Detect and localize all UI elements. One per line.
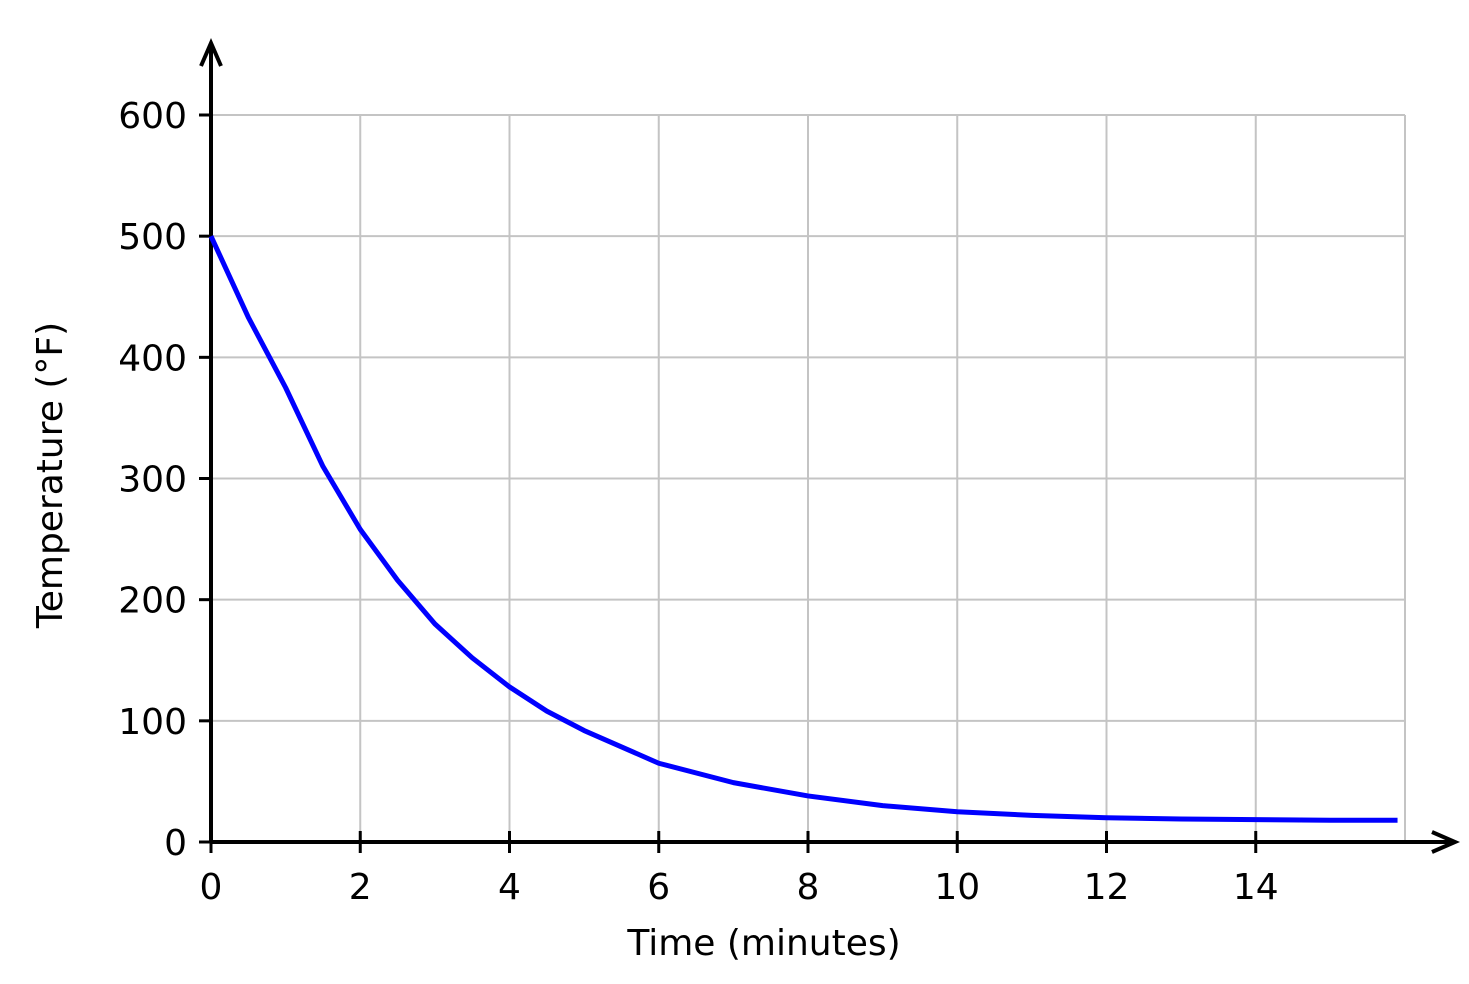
y-tick-label: 600 [118,96,187,137]
y-tick-label: 200 [118,581,187,622]
y-tick-label: 100 [118,702,187,743]
y-axis-arrow [199,37,223,67]
x-tick-label: 8 [797,867,820,908]
x-tick-label: 6 [647,867,670,908]
x-axis-arrow [1431,830,1461,854]
y-tick-label: 0 [164,823,187,864]
y-tick-label: 400 [118,338,187,379]
x-tick-label: 12 [1084,867,1130,908]
x-tick-label: 0 [200,867,223,908]
x-axis-label: Time (minutes) [626,923,900,964]
x-tick-label: 4 [498,867,521,908]
x-tick-label: 10 [934,867,980,908]
y-tick-label: 500 [118,217,187,258]
x-tick-label: 14 [1233,867,1279,908]
x-tick-label: 2 [349,867,372,908]
y-axis-label: Temperature (°F) [30,322,71,629]
y-tick-label: 300 [118,460,187,501]
data-line [208,235,1398,823]
